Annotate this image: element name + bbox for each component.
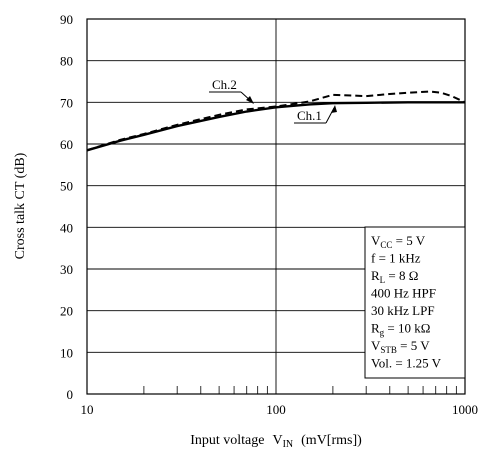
x-axis-title-unit: (mV[rms]): [301, 433, 362, 448]
series-label-ch2-arrowhead: [246, 96, 254, 104]
condition-line: VCC = 5 V: [371, 233, 426, 250]
condition-line: RL = 8 Ω: [371, 268, 418, 285]
y-tick-label: 0: [67, 387, 74, 402]
y-tick-label: 10: [60, 345, 73, 360]
y-tick-label: 90: [60, 12, 73, 27]
y-axis-title: Cross talk CT (dB): [13, 152, 28, 259]
x-tick-label: 10: [81, 402, 94, 417]
x-axis-title-symbol: V: [272, 433, 282, 448]
series-label-ch1: Ch.1: [294, 105, 337, 124]
x-axis-title-quantity: Input voltage: [190, 433, 264, 448]
grid-lines: [87, 19, 465, 394]
series-label-ch1-arrowhead: [331, 105, 337, 113]
y-tick-label: 50: [60, 179, 73, 194]
condition-line: Vol. = 1.25 V: [371, 356, 442, 371]
x-tick-label: 1000: [452, 402, 478, 417]
x-axis-title: Input voltage VIN (mV[rms]): [190, 433, 362, 450]
condition-line: 30 kHz LPF: [371, 303, 435, 318]
condition-line: Rg = 10 kΩ: [371, 321, 430, 338]
conditions-box-border: [364, 226, 466, 379]
series-label-ch2-text: Ch.2: [212, 77, 237, 92]
y-tick-label: 80: [60, 54, 73, 69]
series-label-ch1-text: Ch.1: [297, 108, 322, 123]
y-tick-label: 60: [60, 137, 73, 152]
series-line-ch2: [86, 90, 466, 152]
y-tick-label: 20: [60, 304, 73, 319]
minor-ticks: [143, 386, 457, 394]
x-tick-labels: 10 100 1000: [81, 402, 479, 417]
y-tick-label: 70: [60, 95, 73, 110]
condition-line: f = 1 kHz: [371, 251, 421, 266]
y-tick-labels: 0 10 20 30 40 50 60 70 80 90: [60, 12, 73, 402]
x-axis-title-symbol-sub: IN: [283, 439, 294, 450]
condition-line: 400 Hz HPF: [371, 286, 436, 301]
condition-line: VSTB = 5 V: [371, 338, 430, 355]
plot-frame: [86, 18, 466, 395]
y-tick-label: 30: [60, 262, 73, 277]
series-label-ch2: Ch.2: [209, 77, 254, 104]
x-tick-label: 100: [266, 402, 286, 417]
y-tick-label: 40: [60, 220, 73, 235]
series-lines: [86, 90, 466, 152]
